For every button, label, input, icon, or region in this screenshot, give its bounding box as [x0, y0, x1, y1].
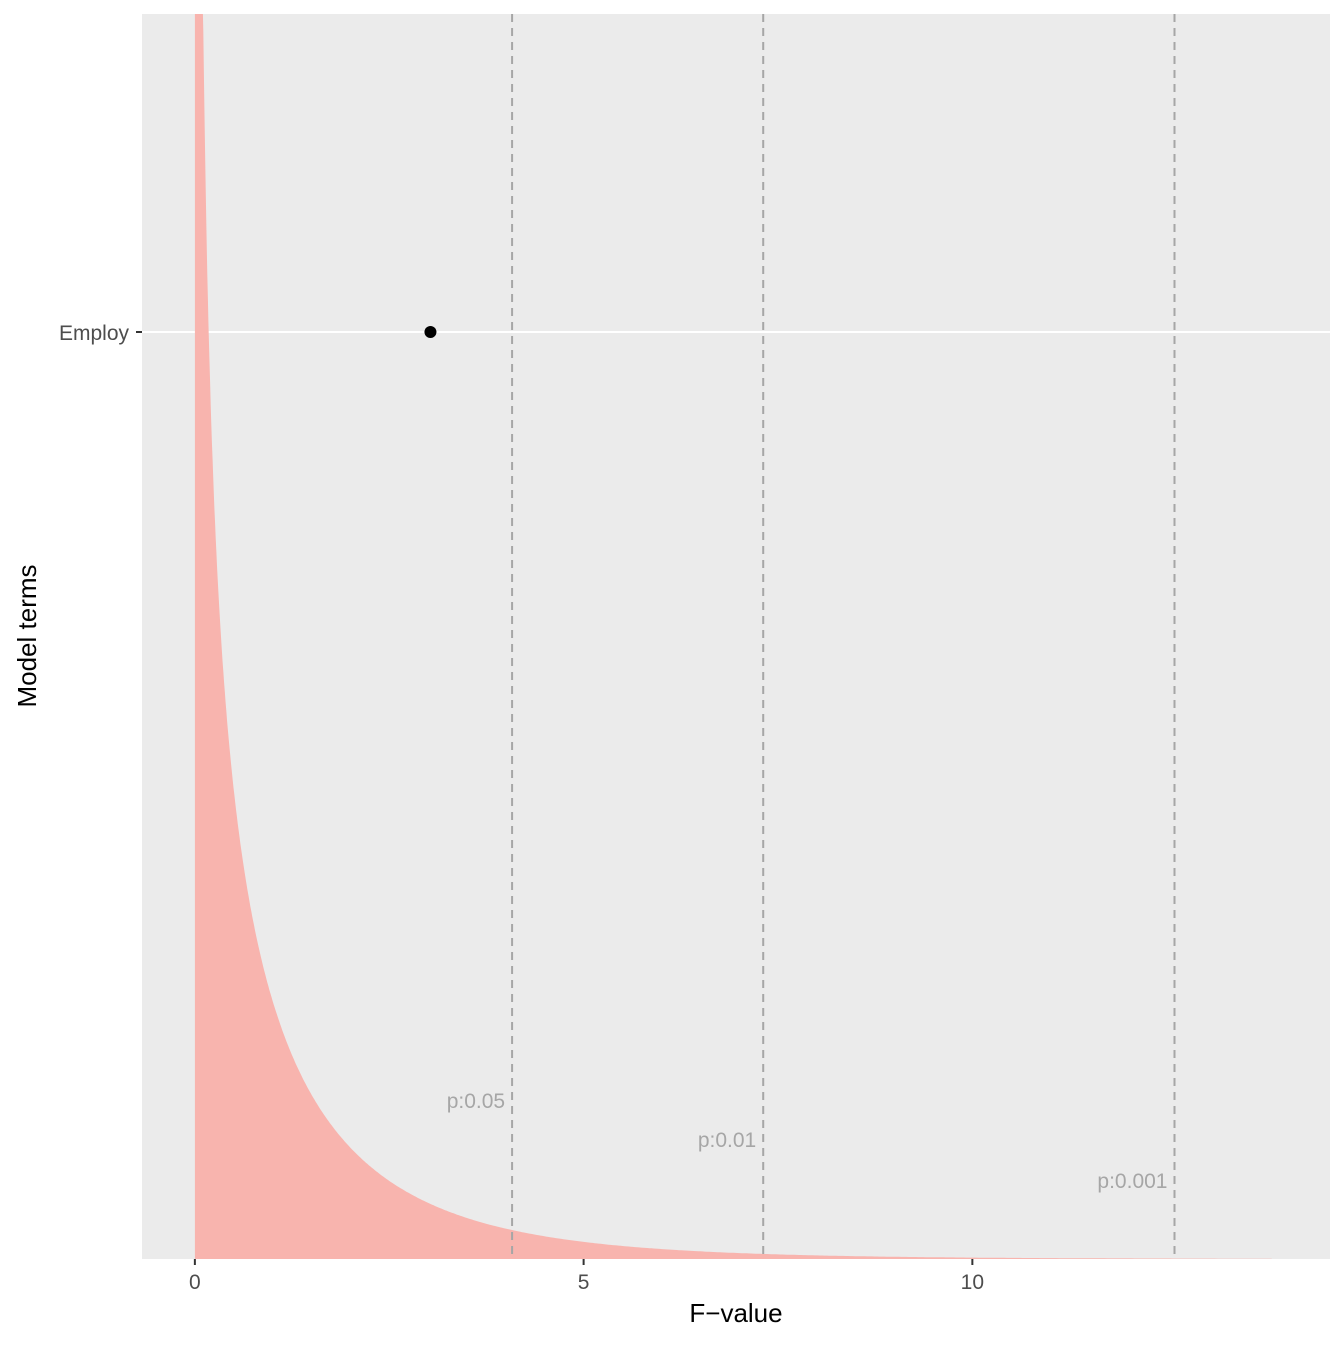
threshold-label: p:0.05: [447, 1090, 505, 1113]
x-tick-label: 5: [578, 1271, 590, 1294]
density-area: [194, 14, 1272, 1259]
threshold-label: p:0.01: [698, 1129, 756, 1152]
y-axis-title: Model terms: [12, 564, 42, 707]
x-axis-title: F−value: [689, 1298, 782, 1328]
threshold-label: p:0.001: [1097, 1170, 1167, 1193]
threshold-lines: p:0.05 p:0.01 p:0.001: [447, 14, 1176, 1259]
plot-panel: [142, 14, 1330, 1259]
y-axis: Employ: [59, 322, 142, 345]
x-tick-label: 0: [189, 1271, 201, 1294]
data-point: [424, 326, 437, 338]
x-axis: 0 5 10: [189, 1259, 984, 1294]
data-points: [424, 326, 437, 338]
y-tick-label: Employ: [59, 322, 130, 345]
x-tick-label: 10: [961, 1271, 984, 1294]
